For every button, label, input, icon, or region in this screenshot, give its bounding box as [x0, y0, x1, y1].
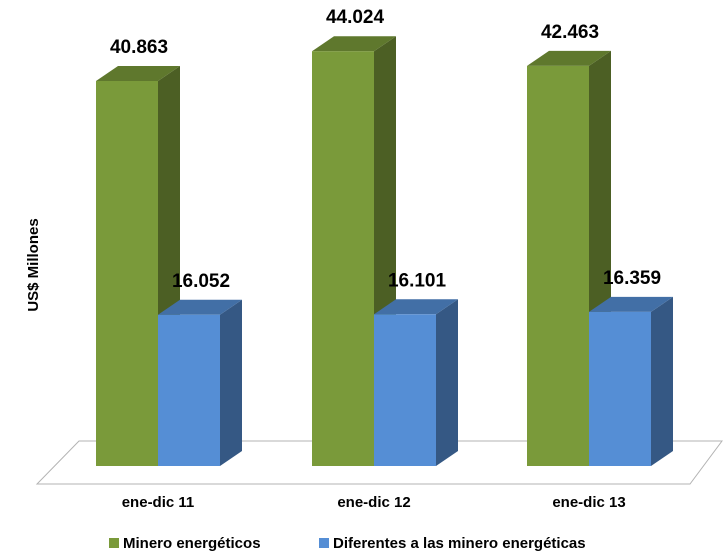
data-label: 16.101	[388, 270, 447, 291]
x-tick-label: ene-dic 12	[337, 494, 410, 511]
bar-top	[312, 36, 396, 52]
bar-front	[96, 81, 158, 466]
bars	[96, 36, 673, 467]
data-label: 16.052	[172, 271, 230, 292]
bar-top	[527, 50, 611, 66]
data-label: 42.463	[541, 22, 599, 43]
bar-diferentes-1	[158, 299, 242, 466]
bar-side	[651, 296, 673, 466]
category-tick-labels: ene-dic 11 ene-dic 12 ene-dic 13	[122, 494, 626, 511]
bar-diferentes-3	[589, 296, 673, 466]
legend-swatch	[319, 538, 329, 548]
bar-front	[527, 65, 589, 467]
data-labels: 40.863 16.052 44.024 16.101 42.463 16.359	[110, 7, 661, 292]
bar-top	[158, 299, 242, 315]
bar-front	[158, 314, 220, 466]
bar-top	[374, 299, 458, 315]
y-axis-label: US$ Millones	[25, 218, 42, 311]
legend-item: Diferentes a las minero energéticas	[319, 535, 586, 552]
legend-label: Diferentes a las minero energéticas	[333, 535, 586, 552]
data-label: 44.024	[326, 7, 385, 28]
legend-label: Minero energéticos	[123, 535, 261, 552]
bar-side	[436, 299, 458, 466]
bar-top	[96, 66, 180, 81]
x-tick-label: ene-dic 11	[122, 494, 195, 511]
bar-front	[589, 311, 651, 466]
bar-top	[589, 296, 673, 312]
bar-front	[374, 314, 436, 466]
legend: Minero energéticos Diferentes a las miner…	[109, 535, 586, 552]
x-tick-label: ene-dic 13	[552, 494, 625, 511]
bar-front	[312, 51, 374, 466]
bar-diferentes-2	[374, 299, 458, 466]
bar-side	[220, 299, 242, 466]
data-label: 40.863	[110, 37, 168, 58]
legend-item: Minero energéticos	[109, 535, 261, 552]
legend-swatch	[109, 538, 119, 548]
data-label: 16.359	[603, 268, 661, 289]
